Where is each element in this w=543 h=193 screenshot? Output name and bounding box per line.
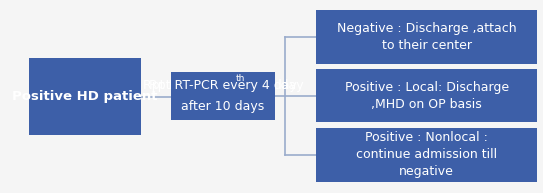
Text: Positive HD patient: Positive HD patient bbox=[12, 90, 158, 103]
FancyBboxPatch shape bbox=[171, 72, 275, 120]
FancyBboxPatch shape bbox=[317, 128, 537, 182]
FancyBboxPatch shape bbox=[317, 69, 537, 122]
Text: Positive : Nonlocal :
continue admission till
negative: Positive : Nonlocal : continue admission… bbox=[356, 131, 497, 179]
Text: Negative : Discharge ,attach
to their center: Negative : Discharge ,attach to their ce… bbox=[337, 22, 516, 52]
Text: Rpt RT-PCR every 4th day: Rpt RT-PCR every 4th day bbox=[143, 79, 304, 92]
FancyBboxPatch shape bbox=[317, 10, 537, 64]
Text: Rpt RT-PCR every 4 day: Rpt RT-PCR every 4 day bbox=[149, 79, 297, 92]
Text: after 10 days: after 10 days bbox=[181, 100, 264, 113]
FancyBboxPatch shape bbox=[29, 58, 141, 135]
Text: Positive : Local: Discharge
,MHD on OP basis: Positive : Local: Discharge ,MHD on OP b… bbox=[345, 80, 509, 111]
Text: after 10 days: after 10 days bbox=[181, 100, 264, 113]
FancyBboxPatch shape bbox=[171, 72, 275, 120]
Text: th: th bbox=[236, 74, 245, 83]
